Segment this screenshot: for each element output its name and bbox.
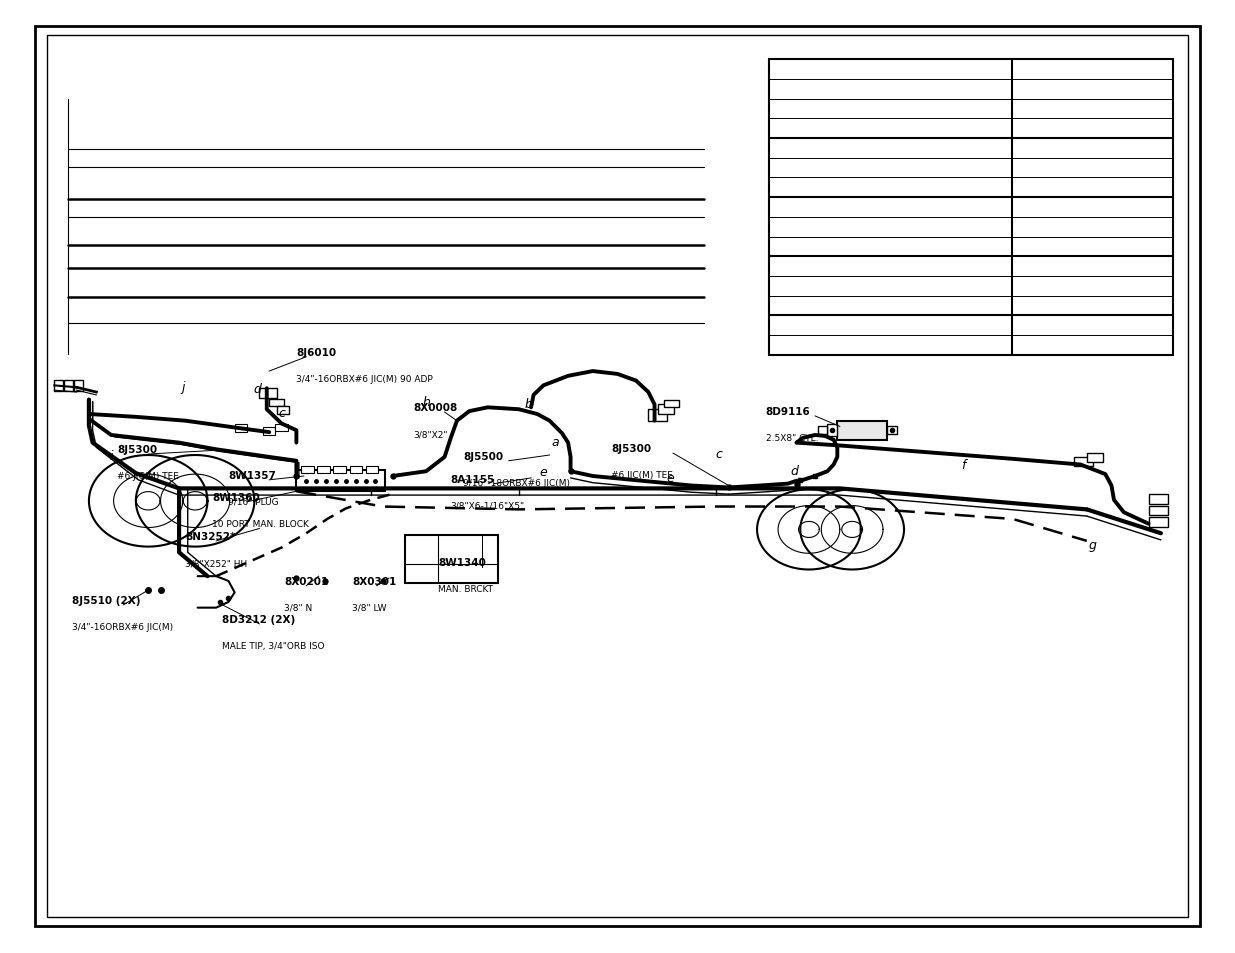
Text: c: c bbox=[278, 406, 285, 419]
Text: i: i bbox=[110, 449, 112, 462]
Text: 8J5300: 8J5300 bbox=[611, 444, 651, 454]
Text: a: a bbox=[552, 436, 559, 449]
Bar bbox=[1074, 457, 1093, 467]
Text: MAN. BRCKT: MAN. BRCKT bbox=[438, 584, 494, 593]
Text: j: j bbox=[182, 380, 184, 394]
Text: 3/8"X252" HH: 3/8"X252" HH bbox=[185, 558, 247, 567]
Text: 8J5510 (2X): 8J5510 (2X) bbox=[72, 596, 140, 605]
Text: f: f bbox=[961, 458, 966, 472]
Bar bbox=[405, 536, 498, 583]
Bar bbox=[1149, 495, 1168, 504]
Bar bbox=[235, 425, 247, 433]
Text: 8W1357: 8W1357 bbox=[228, 471, 277, 480]
Bar bbox=[887, 427, 897, 435]
Text: 3/8"X6-1/16"X5": 3/8"X6-1/16"X5" bbox=[451, 501, 525, 510]
Text: 9/16"-18ORBX#6 JIC(M): 9/16"-18ORBX#6 JIC(M) bbox=[463, 478, 571, 487]
Text: e: e bbox=[540, 465, 547, 478]
Bar bbox=[263, 428, 275, 436]
Text: e: e bbox=[667, 472, 674, 485]
Bar bbox=[333, 467, 346, 474]
Text: 10 PORT MAN. BLOCK: 10 PORT MAN. BLOCK bbox=[212, 519, 309, 528]
Text: #6 JIC(M) TEE: #6 JIC(M) TEE bbox=[117, 472, 179, 480]
Text: MALE TIP, 3/4"ORB ISO: MALE TIP, 3/4"ORB ISO bbox=[222, 641, 325, 650]
Bar bbox=[1149, 506, 1168, 516]
Bar bbox=[818, 427, 827, 435]
Text: 3/4"-16ORBX#6 JIC(M): 3/4"-16ORBX#6 JIC(M) bbox=[72, 622, 173, 631]
Bar bbox=[259, 389, 277, 398]
Text: 3/8"X2": 3/8"X2" bbox=[414, 430, 448, 438]
Bar bbox=[54, 380, 63, 392]
Bar bbox=[269, 399, 284, 407]
Text: 8W1360: 8W1360 bbox=[212, 493, 261, 502]
Bar bbox=[1149, 517, 1168, 527]
Bar bbox=[275, 424, 288, 432]
Bar bbox=[664, 400, 679, 408]
Text: c: c bbox=[715, 447, 722, 460]
Bar bbox=[658, 405, 674, 415]
Text: 8A1155: 8A1155 bbox=[451, 475, 495, 484]
Text: #6 JIC(M) TEE: #6 JIC(M) TEE bbox=[611, 471, 673, 479]
Text: 8X0008: 8X0008 bbox=[414, 403, 458, 413]
Bar bbox=[827, 425, 837, 436]
Text: 8W1340: 8W1340 bbox=[438, 558, 487, 567]
Text: 8N3252*: 8N3252* bbox=[185, 532, 236, 541]
Text: 8D3212 (2X): 8D3212 (2X) bbox=[222, 615, 295, 624]
Text: h: h bbox=[422, 395, 430, 409]
Bar bbox=[837, 421, 887, 440]
Text: 2.5X8" CYL.: 2.5X8" CYL. bbox=[766, 434, 819, 442]
Text: 9/16" PLUG: 9/16" PLUG bbox=[228, 497, 279, 506]
Text: 8D9116: 8D9116 bbox=[766, 407, 810, 416]
Text: g: g bbox=[1089, 538, 1097, 552]
Bar bbox=[769, 60, 1173, 355]
Bar bbox=[301, 467, 314, 474]
Text: b: b bbox=[525, 397, 532, 411]
Bar bbox=[74, 380, 83, 392]
Bar bbox=[64, 380, 73, 392]
Text: 3/4"-16ORBX#6 JIC(M) 90 ADP: 3/4"-16ORBX#6 JIC(M) 90 ADP bbox=[296, 375, 433, 383]
Text: 3/8" LW: 3/8" LW bbox=[352, 603, 387, 612]
Bar bbox=[350, 467, 362, 474]
Bar bbox=[317, 467, 330, 474]
Text: 8J5500: 8J5500 bbox=[463, 452, 503, 461]
Text: 8J6010: 8J6010 bbox=[296, 348, 336, 357]
Text: 3/8" N: 3/8" N bbox=[284, 603, 312, 612]
Bar bbox=[1087, 454, 1103, 462]
Bar bbox=[277, 407, 289, 415]
Text: 8X0301: 8X0301 bbox=[352, 577, 396, 586]
Text: 8J5300: 8J5300 bbox=[117, 445, 157, 455]
Bar bbox=[366, 467, 378, 474]
Bar bbox=[296, 471, 385, 492]
Bar bbox=[648, 410, 667, 421]
Text: 8X0201: 8X0201 bbox=[284, 577, 329, 586]
Text: d: d bbox=[253, 382, 261, 395]
Text: d: d bbox=[790, 464, 798, 477]
